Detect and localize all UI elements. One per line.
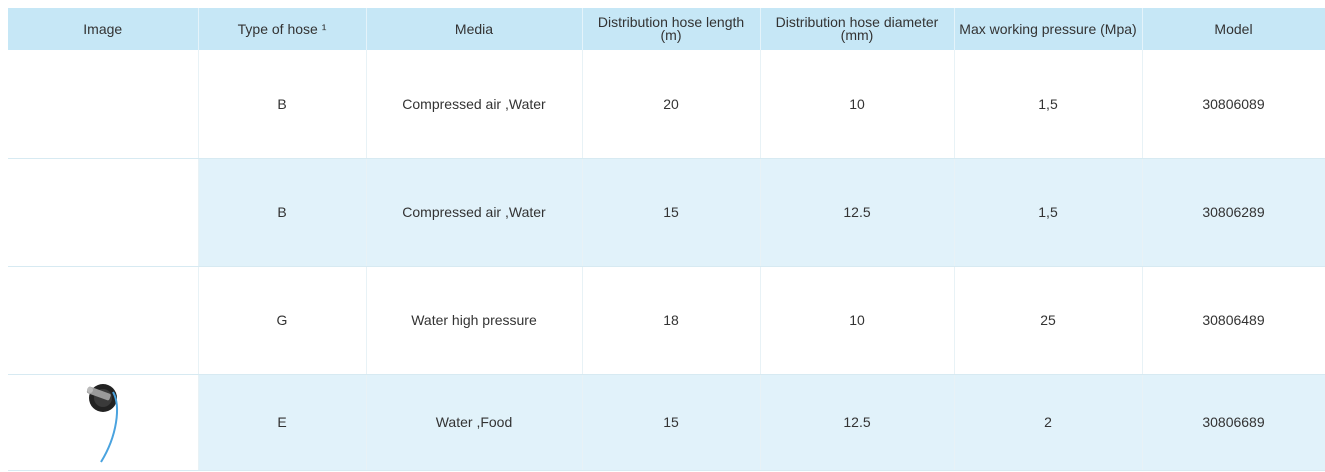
header-cell: Max working pressure (Mpa) [954,8,1143,50]
image-cell [8,50,199,159]
cell: 25 [954,266,1143,375]
cell: 30806489 [1142,266,1325,375]
header-cell: Type of hose ¹ [198,8,367,50]
cell: 30806689 [1142,374,1325,471]
header-cell: Distribution hose diameter (mm) [760,8,955,50]
header-cell: Model [1142,8,1325,50]
image-cell [8,374,199,471]
cell: 15 [582,374,761,471]
cell: 12.5 [760,158,955,267]
cell: Compressed air ,Water [366,158,583,267]
cell: 12.5 [760,374,955,471]
row: E Water ,Food 15 12.5 2 30806689 [8,374,1325,471]
cell: 10 [760,50,955,159]
cell: E [198,374,367,471]
cell: 18 [582,266,761,375]
cell: G [198,266,367,375]
row: B Compressed air ,Water 20 10 1,5 308060… [8,50,1325,159]
cell: 30806289 [1142,158,1325,267]
header-row: Image Type of hose ¹ Media Distribution … [8,8,1325,50]
cell: 20 [582,50,761,159]
header-cell: Media [366,8,583,50]
cell: 1,5 [954,158,1143,267]
cell: B [198,158,367,267]
row: G Water high pressure 18 10 25 30806489 [8,266,1325,375]
cell: Water ,Food [366,374,583,471]
table-body: B Compressed air ,Water 20 10 1,5 308060… [8,50,1325,471]
image-cell [8,266,199,375]
cell: 10 [760,266,955,375]
cell: 15 [582,158,761,267]
header-cell: Distribution hose length (m) [582,8,761,50]
row: B Compressed air ,Water 15 12.5 1,5 3080… [8,158,1325,267]
cell: Water high pressure [366,266,583,375]
hose-reel-image [86,383,118,463]
header-cell: Image [8,8,199,50]
cell: B [198,50,367,159]
image-cell [8,158,199,267]
cell: 2 [954,374,1143,471]
cell: 30806089 [1142,50,1325,159]
cell: 1,5 [954,50,1143,159]
spec-table: Image Type of hose ¹ Media Distribution … [8,8,1325,471]
cell: Compressed air ,Water [366,50,583,159]
